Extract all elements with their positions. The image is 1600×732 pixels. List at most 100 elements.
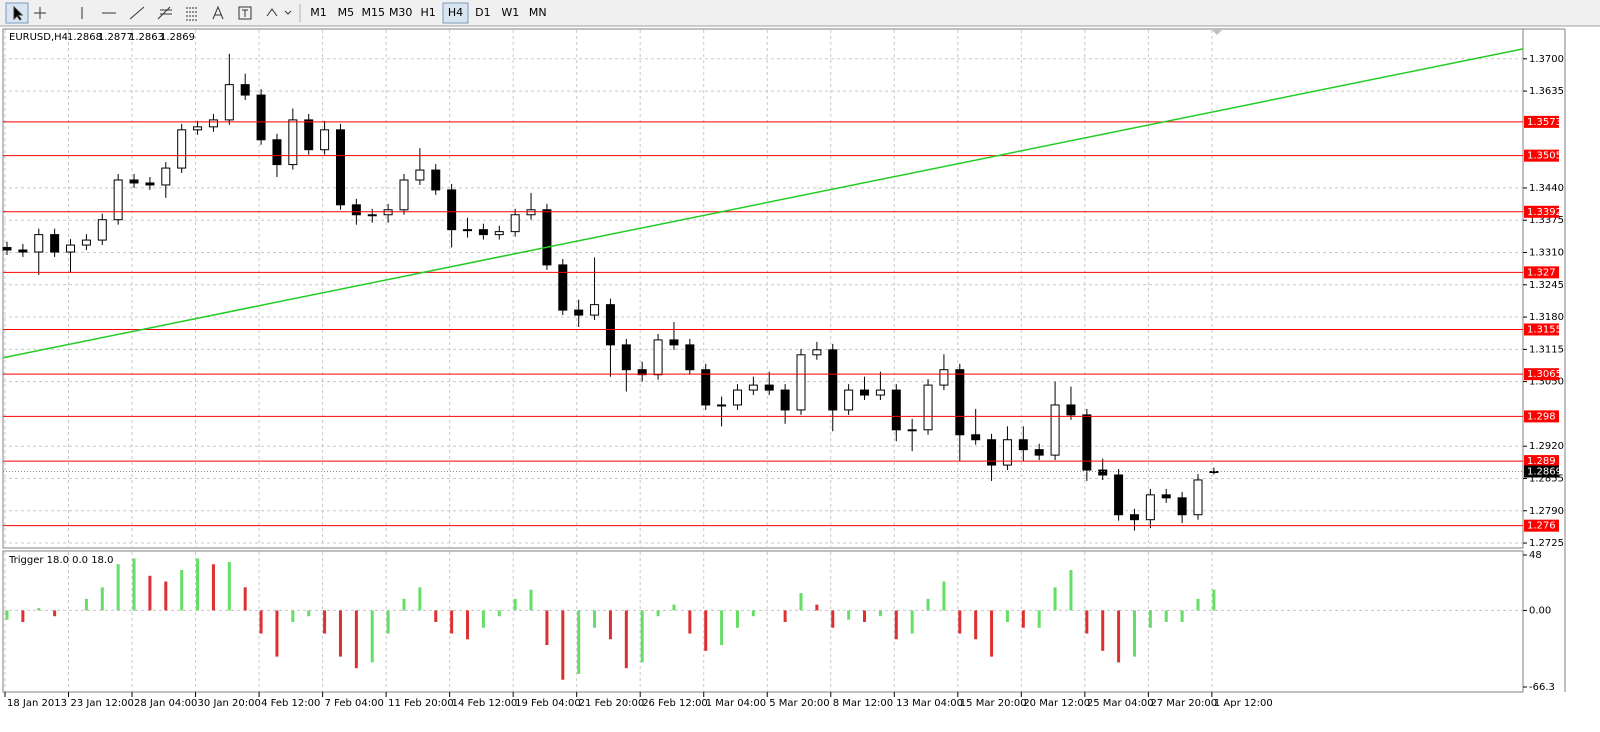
y-tick-label: 1.2790 [1529,506,1564,517]
x-tick-label: 27 Mar 20:00 [1150,698,1217,709]
cursor-icon [13,5,24,21]
candle-body [717,404,727,407]
timeframe-button[interactable] [442,2,469,24]
candle-body [891,389,901,431]
level-label: 1.3573 [1527,117,1562,128]
candle-body [542,209,552,266]
candle-body [732,389,742,406]
x-tick-label: 8 Mar 12:00 [833,698,893,709]
candle-body [669,339,679,346]
candle-body [1209,471,1219,474]
price-tag [1524,465,1559,478]
level-label: 1.298 [1527,411,1556,422]
indicator-title: Trigger 18.0 0.0 18.0 [8,555,113,566]
candle-body [1002,439,1012,466]
candle-body [34,234,44,253]
candle-body [558,264,568,311]
toolbar [0,0,1600,26]
candle-body [590,304,600,316]
candle-body [81,239,91,246]
y-tick-label: 1.2725 [1529,538,1564,549]
indicator-pane [2,550,1524,693]
candle-body [764,384,774,391]
candle-body [685,344,695,371]
candle-body [923,384,933,431]
candle-body [447,189,457,231]
candle-body [161,167,171,186]
y-tick-label: 1.3700 [1529,54,1564,65]
candle-body [971,434,981,441]
channel-tool[interactable] [157,6,172,20]
candle-body [1161,494,1171,499]
candle-body [1145,494,1155,521]
candle-body [780,389,790,411]
candle-body [399,179,409,211]
marks [2,48,1524,680]
x-tick-label: 4 Feb 12:00 [261,698,320,709]
timeframe-label: D1 [475,6,490,19]
y-tick-label: 1.3310 [1529,247,1564,258]
ohlc-low: 1.2863 [129,32,164,43]
crosshair-tool[interactable] [34,7,46,19]
candle-body [1066,404,1076,416]
timeframes: M1 M5 M15 M30 H1 H4 D1 W1 MN [310,2,547,24]
candle-body [1098,469,1108,476]
trendline [2,48,1524,359]
level-tag [1524,149,1559,162]
x-tick-label: 15 Mar 20:00 [960,698,1027,709]
arrows-tool[interactable] [266,8,292,17]
timeframe-label: H1 [420,6,435,19]
x-tick-label: 21 Feb 20:00 [579,698,645,709]
level-tag [1524,205,1559,218]
candle-body [605,304,615,346]
candle-body [129,179,139,184]
level-label: 1.289 [1527,456,1556,467]
x-tick-label: 11 Feb 20:00 [388,698,454,709]
ohlc-close: 1.2869 [160,32,195,43]
x-tick-label: 5 Mar 20:00 [769,698,829,709]
timeframe-label: M30 [389,6,413,19]
y-tick-label: 0.00 [1529,605,1551,616]
trendline-tool[interactable] [129,6,145,20]
x-tick-label: 1 Mar 04:00 [706,698,766,709]
y-tick-label: 1.3440 [1529,183,1564,194]
candle-body [113,179,123,221]
price-label: 1.2869 [1527,467,1562,478]
x-tick-label: 30 Jan 20:00 [198,698,261,709]
level-label: 1.3505 [1527,151,1562,162]
candle-body [1177,497,1187,516]
drawing-tools [5,2,301,24]
y-tick-label: 1.2855 [1529,473,1564,484]
label-tool[interactable] [238,6,252,20]
candle-body [494,231,504,236]
text-tool[interactable] [212,5,224,20]
timeframe-label: M5 [338,6,355,19]
candle-body [812,349,822,356]
shift-marker [1212,30,1222,35]
candle-body [335,129,345,206]
candle-body [987,439,997,466]
level-label: 1.327 [1527,267,1556,278]
candle-body [18,249,28,253]
labels: 1.3700 1.3635 1.3440 1.3375 1.3310 1.3245 1.31… [4,54,1564,709]
candle-body [351,204,361,216]
candle-body [463,229,473,232]
symbol-title: EURUSD,H4 [9,32,68,43]
candle-body [240,84,250,96]
candle-body [1129,514,1139,521]
y-tick-label: 1.3375 [1529,215,1564,226]
timeframe-label: M1 [310,6,327,19]
level-tag [1524,266,1559,279]
level-tag [1524,410,1559,423]
x-tick-label: 18 Jan 2013 [7,698,67,709]
candle-body [431,169,441,191]
timeframe-label: W1 [501,6,519,19]
level-tag [1524,115,1559,128]
y-tick-label: 48 [1529,550,1542,561]
candle-body [272,139,282,166]
fibo-tool[interactable] [186,7,198,21]
x-tick-label: 25 Mar 04:00 [1087,698,1154,709]
candle-body [478,229,488,236]
